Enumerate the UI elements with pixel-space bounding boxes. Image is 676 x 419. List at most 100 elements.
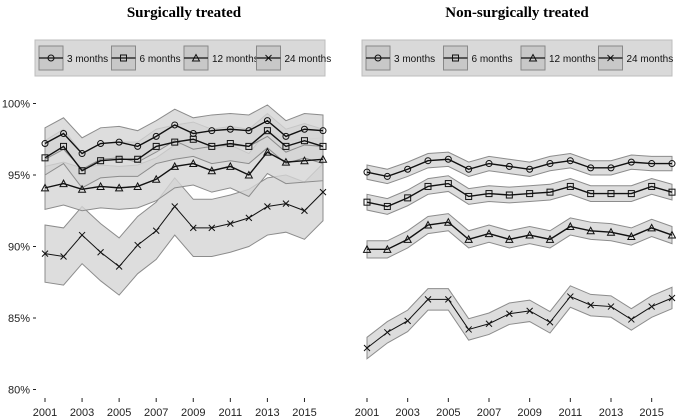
data-point (423, 220, 433, 229)
x-tick-label: 2011 (559, 407, 583, 419)
data-point (319, 127, 327, 135)
data-point (115, 138, 123, 146)
data-point (465, 326, 473, 333)
data-point (225, 161, 235, 170)
data-point (383, 202, 391, 210)
data-point (627, 158, 635, 166)
data-point (134, 142, 142, 150)
data-point (264, 203, 271, 210)
data-point (363, 198, 371, 206)
data-point (627, 316, 635, 323)
data-point (152, 227, 160, 235)
data-point (668, 294, 676, 302)
data-point (171, 203, 179, 210)
legend-label: 3 months (394, 54, 435, 65)
data-point (648, 160, 656, 168)
series-line (366, 182, 673, 208)
series-12-months (40, 147, 328, 193)
data-point (444, 155, 452, 163)
data-point (485, 160, 493, 168)
data-point (525, 230, 535, 239)
data-point (627, 190, 635, 198)
data-point (668, 188, 676, 196)
data-point (668, 160, 676, 168)
ci-band-24-months (366, 285, 673, 360)
data-point (565, 221, 575, 230)
legend-entry: 24 months (256, 45, 331, 71)
legend: 3 months 6 months 12 months 24 months (34, 39, 331, 77)
data-point (587, 164, 595, 172)
data-point (41, 154, 49, 162)
data-point (245, 142, 253, 150)
legend-entry: 6 months (111, 45, 181, 71)
x-tick-label: 2009 (517, 407, 541, 419)
data-point (115, 263, 123, 270)
x-tick-label: 2005 (107, 407, 131, 419)
data-point (244, 170, 254, 179)
series-line (44, 119, 324, 155)
legend-marker-circle-icon (47, 54, 55, 62)
data-point (504, 234, 514, 243)
data-point (170, 161, 180, 170)
data-point (319, 142, 327, 150)
data-point (362, 244, 372, 253)
data-point (188, 159, 198, 168)
data-point (424, 296, 432, 303)
data-point (465, 192, 473, 200)
x-tick-label: 2003 (70, 407, 94, 419)
data-point (41, 250, 49, 258)
data-point (171, 138, 179, 146)
data-point (97, 248, 104, 256)
data-point (485, 320, 493, 328)
data-point (97, 157, 105, 165)
data-point (318, 154, 328, 163)
legend-marker-triangle-icon (191, 53, 201, 62)
data-point (208, 142, 216, 150)
data-point (424, 182, 432, 190)
data-point (245, 214, 253, 222)
data-point (444, 296, 452, 303)
data-point (607, 164, 615, 172)
data-point (282, 132, 290, 140)
series-3-months (41, 117, 327, 158)
series-12-months (362, 217, 676, 253)
series-line (44, 129, 324, 172)
data-point (60, 253, 67, 260)
data-point (607, 190, 615, 198)
data-point (282, 142, 290, 150)
series-6-months (41, 127, 327, 175)
legend-entry: 24 months (598, 45, 673, 71)
series-6-months (363, 180, 676, 210)
data-point (300, 156, 309, 165)
data-point (404, 165, 412, 173)
x-tick-label: 2001 (33, 407, 57, 419)
x-tick-label: 2005 (436, 407, 460, 419)
data-point (505, 162, 513, 170)
data-point (134, 155, 142, 163)
data-point (226, 125, 234, 133)
data-point (78, 231, 86, 239)
series-24-months (41, 188, 327, 270)
data-point (133, 181, 143, 190)
legend-entry: 6 months (443, 45, 513, 71)
data-point (566, 293, 574, 300)
y-tick-label: 95% (8, 170, 30, 182)
data-point (60, 142, 68, 150)
data-point (189, 135, 197, 143)
data-point (424, 157, 432, 165)
y-tick-label: 80% (8, 385, 30, 397)
data-point (78, 167, 86, 175)
legend-marker-triangle-icon (528, 53, 538, 62)
data-point (263, 127, 271, 135)
series-3-months (363, 155, 676, 180)
y-tick-label: 90% (8, 242, 30, 254)
data-point (40, 183, 50, 192)
x-tick-label: 2013 (255, 407, 279, 419)
data-point (587, 190, 595, 198)
data-point (60, 130, 68, 138)
panel-title-nonsurgical: Non-surgically treated (445, 5, 589, 21)
data-point (606, 227, 616, 236)
data-point (648, 303, 656, 310)
x-tick-label: 2009 (181, 407, 205, 419)
